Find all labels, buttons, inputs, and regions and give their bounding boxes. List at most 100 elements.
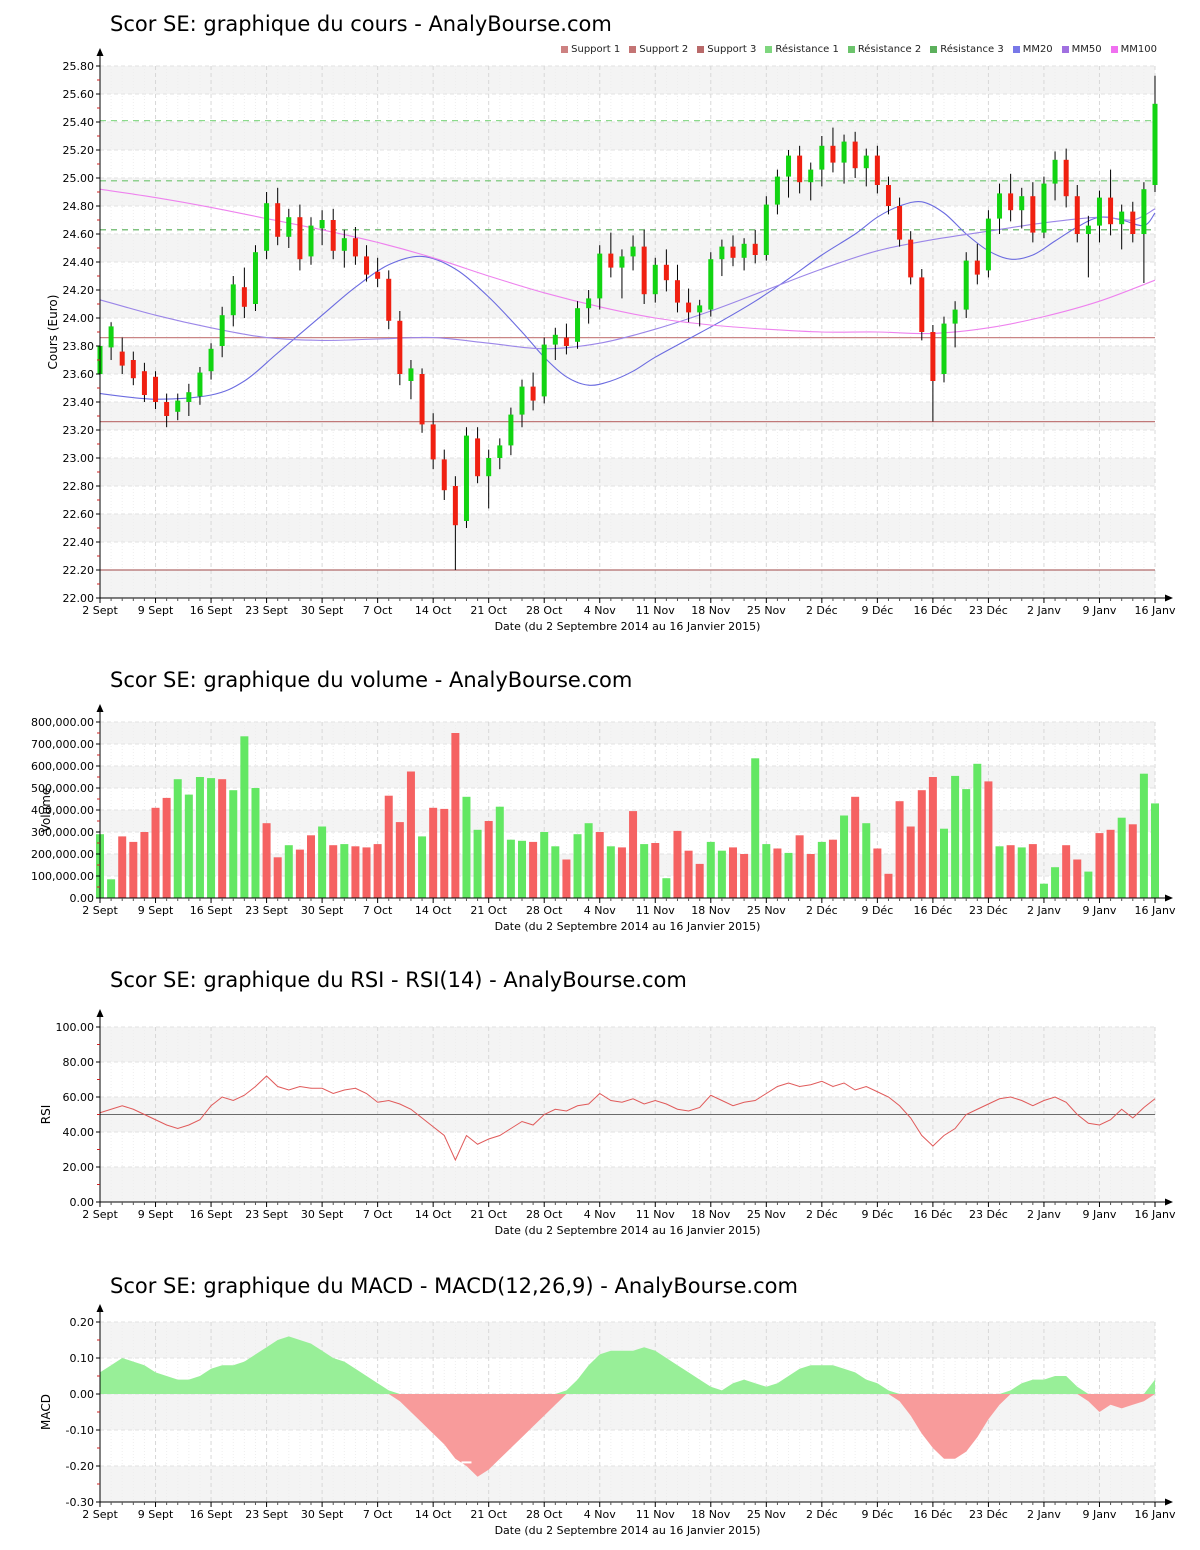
price-y-tick-label: 23.20 <box>63 424 95 437</box>
candle-body <box>630 246 636 257</box>
candle-body <box>697 305 703 313</box>
volume-bar <box>817 841 826 898</box>
volume-y-tick-label: 700,000.00 <box>31 738 94 751</box>
rsi-x-tick-label: 16 Sept <box>190 1208 233 1221</box>
price-y-tick-label: 22.40 <box>63 536 95 549</box>
mm100-line <box>99 188 1156 335</box>
rsi-x-tick-label: 16 Janv <box>1135 1208 1176 1221</box>
candle-body <box>297 217 303 260</box>
candle-body <box>597 253 603 299</box>
price-y-axis-title: Cours (Euro) <box>46 295 60 370</box>
price-x-tick-label: 25 Nov <box>747 604 786 617</box>
candle-body <box>863 155 869 169</box>
rsi-x-tick-label: 25 Nov <box>747 1208 786 1221</box>
macd-x-tick-label: 7 Oct <box>363 1508 393 1521</box>
macd-x-tick-label: 18 Nov <box>691 1508 730 1521</box>
volume-bar <box>340 844 349 898</box>
candle-body <box>897 206 903 240</box>
volume-bar <box>551 846 560 898</box>
macd-x-tick-label: 23 Déc <box>969 1508 1008 1521</box>
rsi-x-tick-label: 21 Oct <box>470 1208 507 1221</box>
macd-x-axis-title: Date (du 2 Septembre 2014 au 16 Janvier … <box>495 1524 761 1537</box>
volume-bar <box>1073 859 1082 898</box>
candle-body <box>1041 183 1047 233</box>
volume-bar <box>951 775 960 898</box>
candle-body <box>619 256 625 268</box>
price-x-tick-label: 14 Oct <box>415 604 452 617</box>
candle-body <box>985 218 991 271</box>
candle-body <box>674 280 680 303</box>
price-x-tick-label: 18 Nov <box>691 604 730 617</box>
rsi-x-tick-label: 9 Déc <box>861 1208 893 1221</box>
volume-bar <box>573 834 582 898</box>
rsi-axes: 100.00 80.00 60.00 40.00 20.00 0.002 Sept 9 Se… <box>39 1009 1176 1237</box>
volume-y-tick-label: 300,000.00 <box>31 826 94 839</box>
volume-bar <box>673 830 682 898</box>
volume-bar <box>940 828 948 898</box>
volume-bar <box>973 763 982 898</box>
candle-body <box>419 374 425 425</box>
legend-item-mm50: MM50 <box>1061 44 1102 55</box>
volume-bar <box>1051 867 1060 898</box>
rsi-x-tick-label: 23 Sept <box>245 1208 288 1221</box>
volume-bar <box>284 845 293 898</box>
volume-x-tick-label: 7 Oct <box>363 904 393 917</box>
candle-body <box>497 445 503 458</box>
volume-bar <box>1151 803 1159 898</box>
candle-body <box>708 259 714 310</box>
candle-body <box>1130 211 1136 234</box>
rsi-line <box>99 1075 1156 1162</box>
candle-body <box>808 169 814 183</box>
legend-swatch-icon <box>930 46 938 53</box>
volume-bar <box>873 848 882 898</box>
volume-axes: 800,000.00 700,000.00 600,000.00 500,000.00… <box>31 704 1176 933</box>
volume-bar <box>151 807 160 898</box>
volume-bar <box>529 841 538 898</box>
volume-x-tick-label: 28 Oct <box>526 904 563 917</box>
volume-bar <box>629 811 638 898</box>
price-x-tick-label: 23 Déc <box>969 604 1008 617</box>
volume-bar <box>329 845 338 898</box>
candle-body <box>541 344 547 397</box>
candle-body <box>786 155 792 177</box>
volume-bar <box>562 859 571 898</box>
candle-body <box>486 458 492 477</box>
price-x-tick-label: 16 Janv <box>1135 604 1176 617</box>
volume-x-tick-label: 21 Oct <box>470 904 507 917</box>
price-y-tick-label: 23.80 <box>63 340 95 353</box>
volume-bar <box>717 850 726 898</box>
candle-body <box>508 414 514 446</box>
candle-body <box>230 284 236 316</box>
price-y-tick-label: 22.20 <box>63 564 95 577</box>
candle-body <box>452 486 458 526</box>
price-x-tick-label: 21 Oct <box>470 604 507 617</box>
rsi-x-tick-label: 18 Nov <box>691 1208 730 1221</box>
candle-body <box>153 376 159 402</box>
volume-x-tick-label: 9 Sept <box>138 904 174 917</box>
volume-x-tick-label: 4 Nov <box>584 904 616 917</box>
macd-x-tick-label: 25 Nov <box>747 1508 786 1521</box>
legend-item-support-2: Support 2 <box>629 44 688 55</box>
candle-body <box>208 348 214 372</box>
support-resistance-lines <box>100 119 1155 571</box>
price-x-tick-label: 4 Nov <box>584 604 616 617</box>
price-chart-legend: Support 1 Support 2 Support 3 Résistance 1 R… <box>0 44 1157 55</box>
price-x-tick-label: 2 Sept <box>82 604 118 617</box>
legend-item-r-sistance-1: Résistance 1 <box>765 44 839 55</box>
macd-y-tick-label: 0.00 <box>70 1388 95 1401</box>
volume-bar <box>418 836 427 898</box>
volume-x-tick-label: 16 Sept <box>190 904 233 917</box>
price-x-tick-label: 30 Sept <box>301 604 344 617</box>
volume-bar <box>851 796 860 898</box>
candle-body <box>375 271 381 279</box>
volume-bar <box>695 863 704 898</box>
macd-y-tick-label: 0.20 <box>70 1316 95 1329</box>
candle-body <box>364 256 370 275</box>
volume-bar <box>262 823 271 898</box>
candle-body <box>1019 196 1025 211</box>
candle-body <box>1030 196 1036 233</box>
rsi-y-tick-label: 40.00 <box>63 1126 95 1139</box>
volume-bar <box>606 846 615 898</box>
candle-body <box>641 246 647 295</box>
volume-bar <box>595 832 604 898</box>
